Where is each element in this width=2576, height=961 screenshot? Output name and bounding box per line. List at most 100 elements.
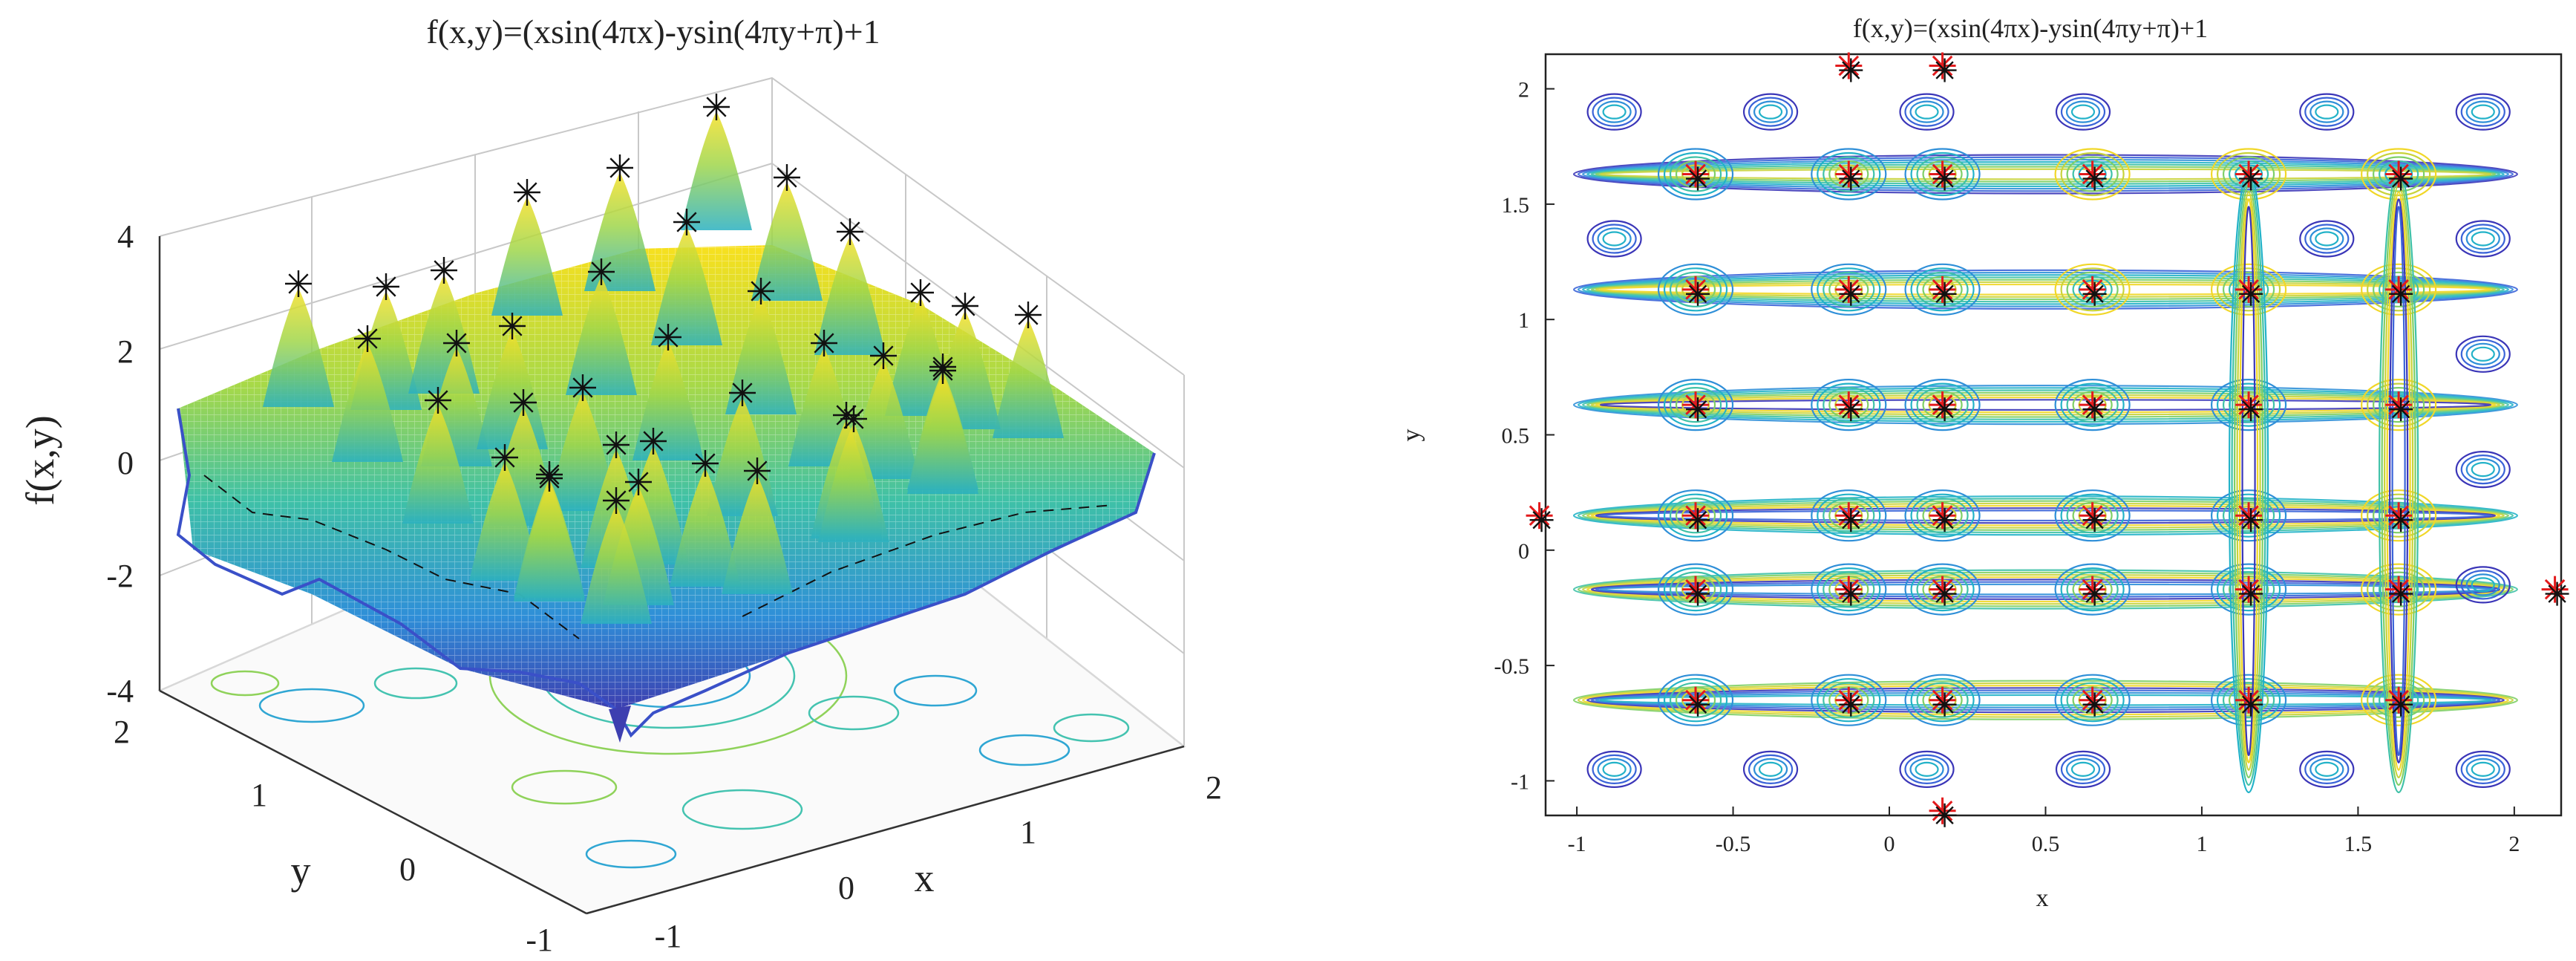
contour-line [2460, 570, 2505, 600]
contour-true-marker-stroke [1688, 400, 1707, 419]
contour-y-tick-label: 0.5 [1502, 424, 1530, 449]
floor-contour [373, 667, 458, 700]
contour-found-marker-stroke [2388, 394, 2409, 415]
contour-found-marker [2079, 160, 2106, 188]
contour-line [1753, 100, 1788, 123]
contour-true-marker-stroke [2391, 511, 2410, 530]
contour-line [2367, 152, 2431, 197]
surface-peak [818, 423, 889, 542]
contour-line [1586, 93, 1642, 131]
contour-line [2065, 100, 2101, 123]
contour-line [1577, 498, 2514, 534]
contour-found-marker [1929, 391, 1956, 419]
contour-x-tick-label: 1.5 [2344, 832, 2373, 856]
contour-found-marker-stroke [2238, 579, 2259, 600]
contour-line [1753, 758, 1788, 781]
contour-line [2373, 387, 2425, 423]
contour-line [1586, 391, 2505, 418]
x-axis-label: x [915, 856, 935, 900]
contour-line [2471, 577, 2495, 593]
z-axis-label: f(x,y) [18, 415, 62, 505]
contour-found-marker [1835, 276, 1863, 303]
contour-line [2361, 263, 2437, 316]
contour-true-marker [2389, 281, 2413, 306]
contour-markers [1526, 52, 2569, 827]
contour-found-marker [1682, 686, 1710, 714]
surface-peak-marker [443, 330, 470, 356]
contour-true-marker-stroke [1688, 511, 1707, 530]
contour-line [1904, 563, 1981, 616]
contour-found-marker [1929, 797, 1956, 824]
contour-line [2070, 761, 2096, 777]
contour-true-marker-stroke [2241, 284, 2260, 303]
contour-line [1599, 399, 2491, 411]
contour-line [2060, 267, 2125, 312]
contour-true-marker-stroke [1935, 584, 1954, 603]
contour-true-marker-stroke [2085, 169, 2104, 188]
contour-line [1817, 678, 1881, 723]
contour-true-marker [1932, 281, 1957, 306]
surface-peak-marker-stroke [873, 345, 894, 366]
surface-peak-marker-stroke [643, 431, 664, 452]
floor-contour [258, 688, 365, 723]
contour-line [2460, 454, 2505, 485]
contour-line [1811, 263, 1887, 316]
contour-line [2210, 379, 2287, 431]
contour-true-marker-stroke [2391, 695, 2410, 714]
contour-found-marker-stroke [1932, 279, 1953, 300]
contour-found-marker [1929, 52, 1956, 79]
contour-true-marker-stroke [2241, 511, 2260, 530]
contour-true-marker [2239, 397, 2263, 422]
contour-line [1592, 754, 1637, 784]
surface-peak-marker-stroke [695, 453, 716, 474]
contour-line [2386, 191, 2411, 772]
contour-line [1748, 754, 1794, 784]
contour-line [1811, 674, 1887, 726]
surface-peak [632, 342, 704, 460]
contour-line [1595, 281, 2496, 298]
contour-line [1572, 569, 2518, 610]
y-tick-label: 2 [114, 714, 130, 750]
contour-line [1910, 678, 1975, 723]
contour-true-marker [2239, 166, 2263, 191]
contour-found-marker [2235, 502, 2263, 530]
contour-line [2471, 761, 2495, 777]
contour-true-marker [2389, 582, 2413, 606]
contour-true-marker [1839, 397, 1863, 422]
y-axis: 2 1 0 -1 y [114, 689, 587, 958]
contour-found-marker-stroke [2388, 279, 2409, 300]
contour-true-marker [2389, 508, 2413, 532]
contour-line [1817, 152, 1881, 197]
contour-line [2222, 498, 2275, 534]
contour-x-tick-label: -1 [1568, 832, 1586, 856]
surface-front-edge [176, 408, 1156, 738]
contour-found-marker [2079, 276, 2106, 303]
contour-line [1586, 161, 2505, 188]
contour-line [2455, 220, 2511, 258]
contour-found-marker-stroke [1838, 394, 1860, 415]
contour-line [2210, 674, 2287, 726]
contour-line [2210, 563, 2287, 616]
contour-true-marker [1932, 58, 1957, 82]
contour-line [1657, 489, 1734, 542]
contour-y-tick-label: -0.5 [1494, 654, 1530, 679]
contour-line [1577, 156, 2514, 192]
contour-true-marker [1686, 508, 1710, 532]
contour-true-marker-stroke [2391, 169, 2410, 188]
contour-line [2361, 674, 2437, 726]
contour-y-tick-label: 1.5 [1502, 193, 1530, 218]
contour-found-marker-stroke [1685, 505, 1706, 527]
contour-line [2222, 682, 2275, 718]
surface-peak-marker [603, 431, 630, 458]
surface-peak-marker-stroke [747, 460, 768, 481]
contour-true-marker [1529, 508, 1554, 532]
contour-line [2367, 678, 2431, 723]
contour-line [1599, 694, 2491, 706]
contour-line [1586, 687, 2505, 714]
contour-line [1581, 389, 2509, 420]
contour-line [1669, 271, 1722, 307]
contour-line [2465, 758, 2500, 781]
surface-peak-marker-stroke [609, 157, 630, 178]
floor-contour [893, 674, 978, 707]
contour-line [1597, 227, 1632, 250]
